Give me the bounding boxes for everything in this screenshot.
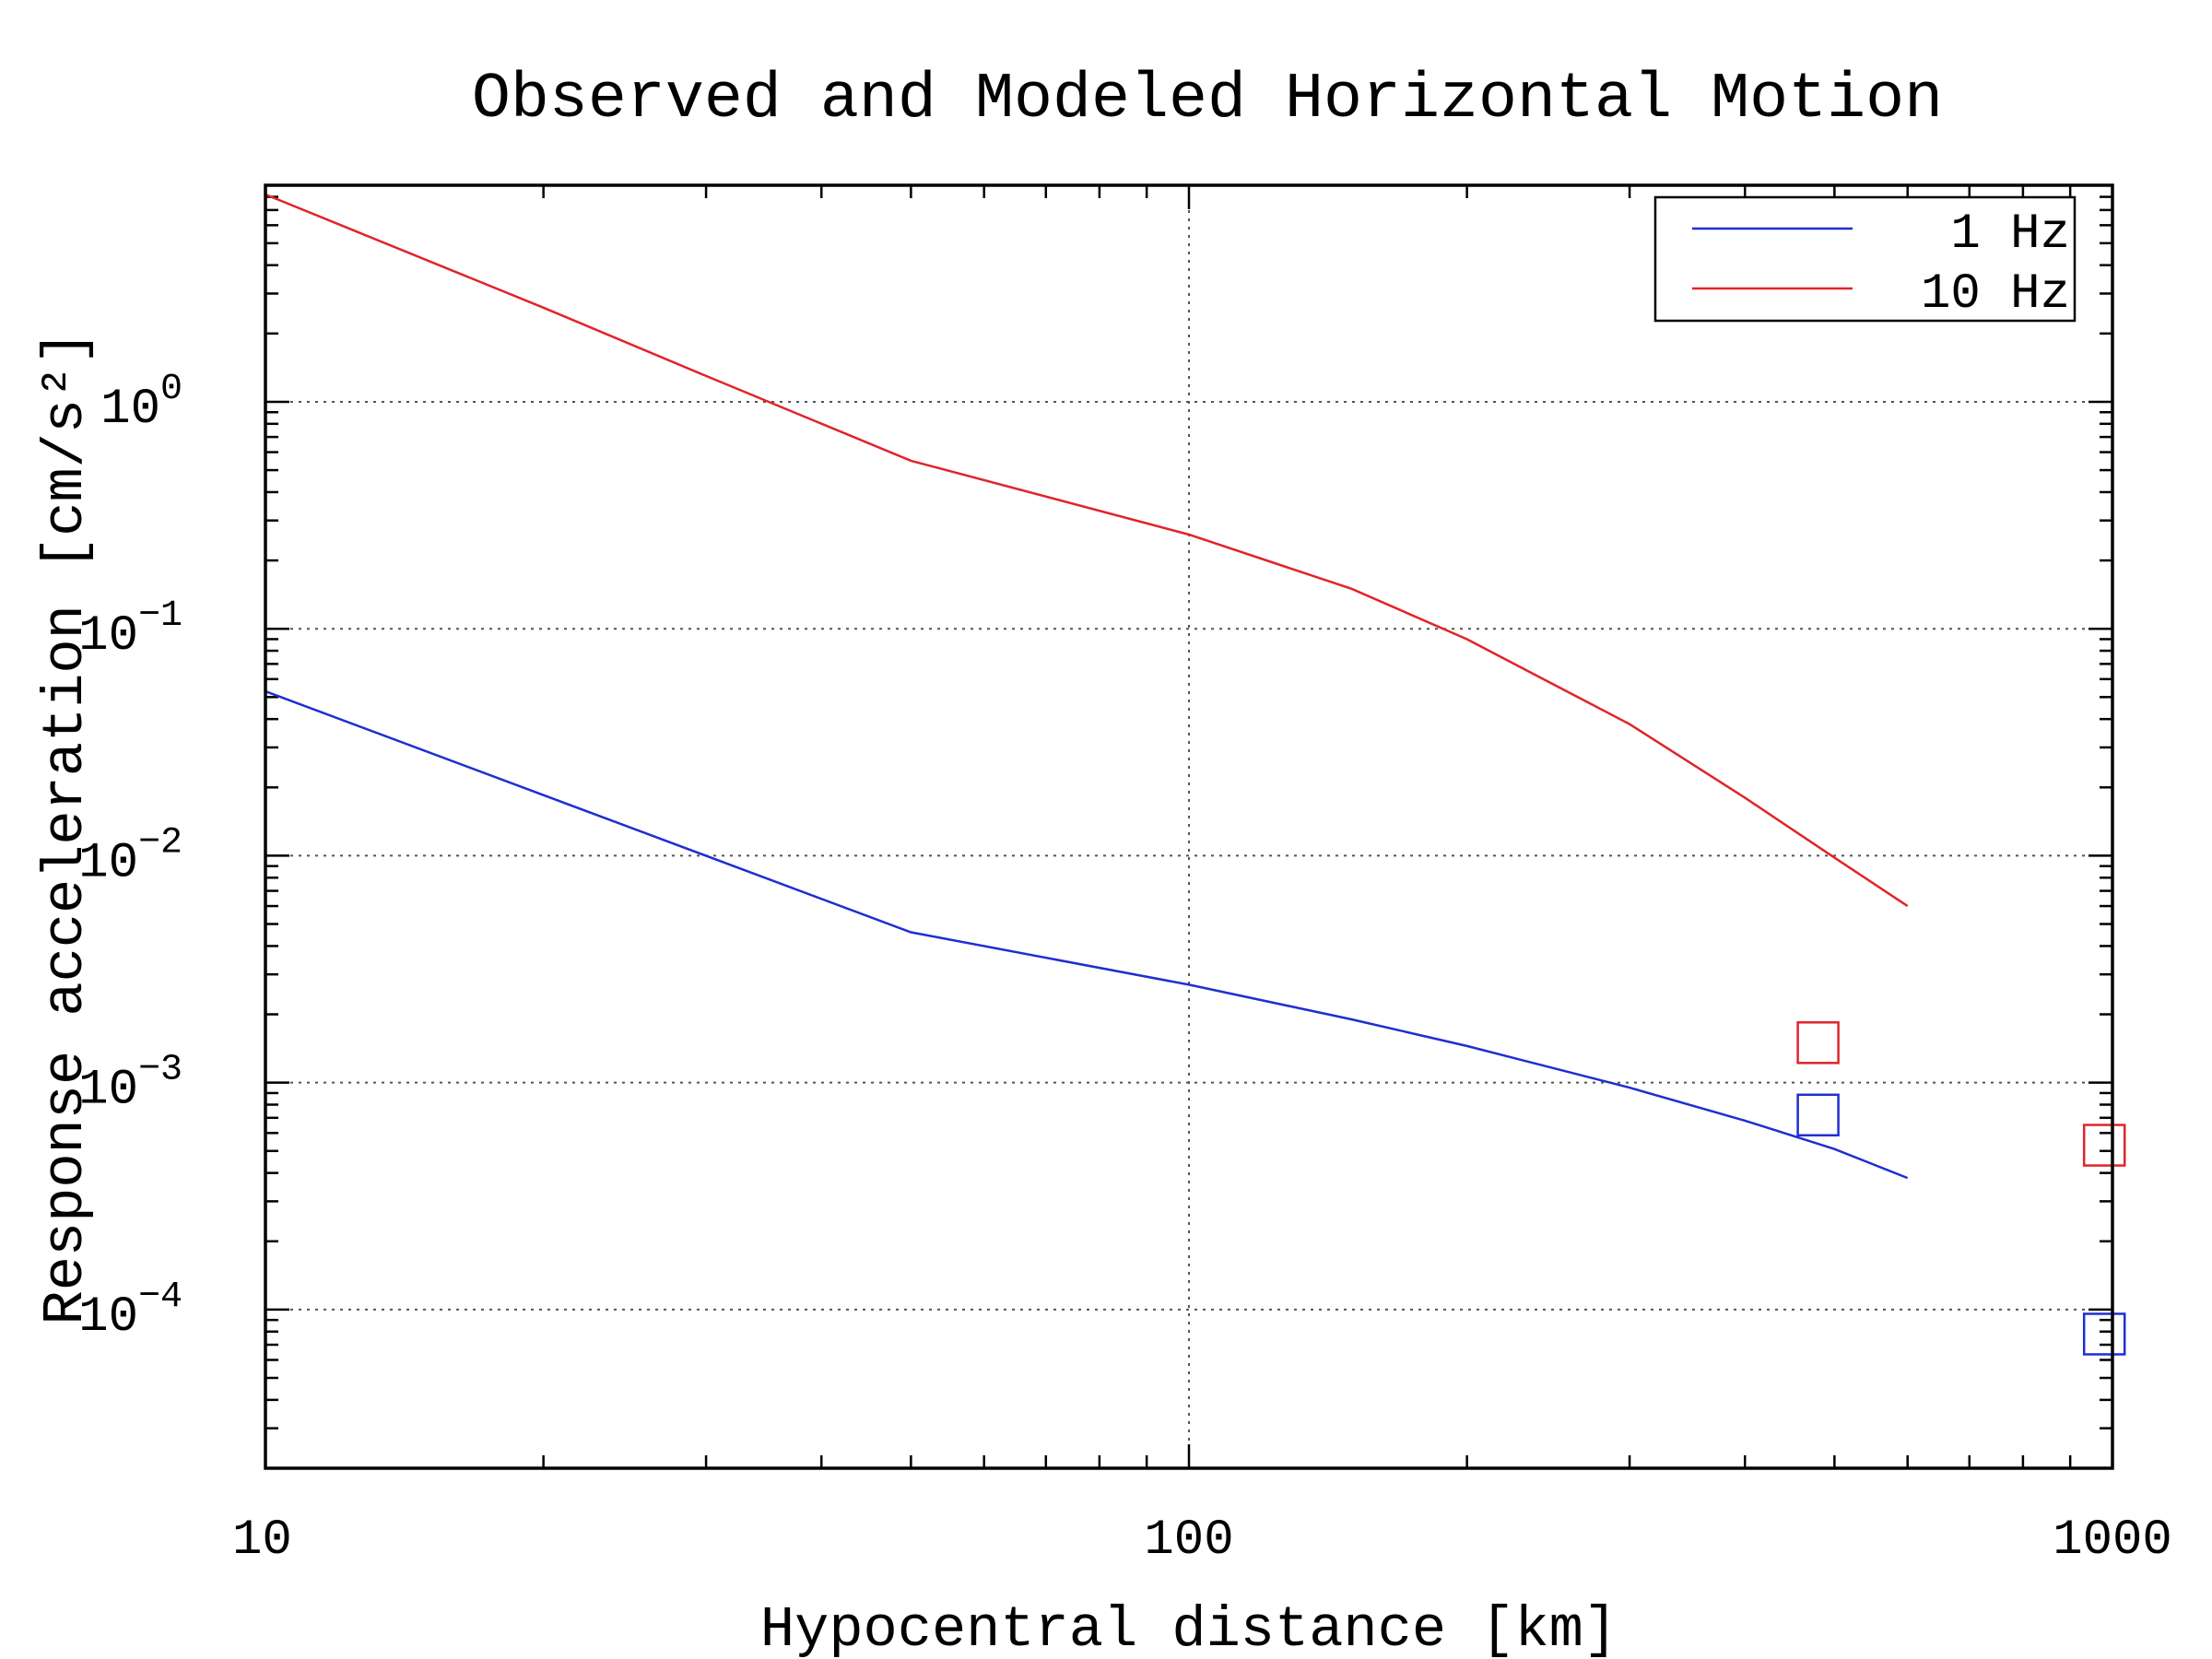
legend-box xyxy=(1653,195,2077,323)
y-axis-label: Response acceleration [cm/s²] xyxy=(33,331,99,1325)
y-tick-label: 100 xyxy=(100,369,182,438)
legend-label-1hz: 1 Hz xyxy=(1950,206,2070,263)
x-axis-label: Hypocentral distance [km] xyxy=(760,1597,1618,1659)
y-tick-label: 10−2 xyxy=(78,822,182,891)
series-line-1hz xyxy=(265,689,1909,1180)
chart-title: Observed and Modeled Horizontal Motion xyxy=(472,64,1943,136)
x-tick-label: 100 xyxy=(1144,1512,1233,1569)
series-line-10hz xyxy=(265,193,1909,908)
series-lines xyxy=(265,193,1909,1180)
legend: 1 Hz 10 Hz xyxy=(1653,195,2077,323)
legend-label-10hz: 10 Hz xyxy=(1921,266,2070,323)
y-tick-label: 10−3 xyxy=(78,1050,182,1119)
observed-marker-1hz xyxy=(1796,1093,1840,1137)
y-tick-label: 10−4 xyxy=(78,1277,182,1346)
x-tick-labels: 10 100 1000 xyxy=(232,1512,2172,1569)
plot-frame xyxy=(264,183,2114,1470)
x-tick-label: 1000 xyxy=(2053,1512,2172,1569)
observed-marker-1hz xyxy=(2082,1312,2126,1356)
gridlines xyxy=(265,185,2112,1468)
observed-marker-10hz xyxy=(2082,1124,2126,1167)
y-tick-label: 10−1 xyxy=(78,595,182,665)
y-tick-labels: 100 10−1 10−2 10−3 10−4 xyxy=(78,369,182,1346)
x-tick-label: 10 xyxy=(232,1512,292,1569)
observed-marker-10hz xyxy=(1796,1021,1840,1065)
observed-markers xyxy=(1796,1021,2126,1356)
